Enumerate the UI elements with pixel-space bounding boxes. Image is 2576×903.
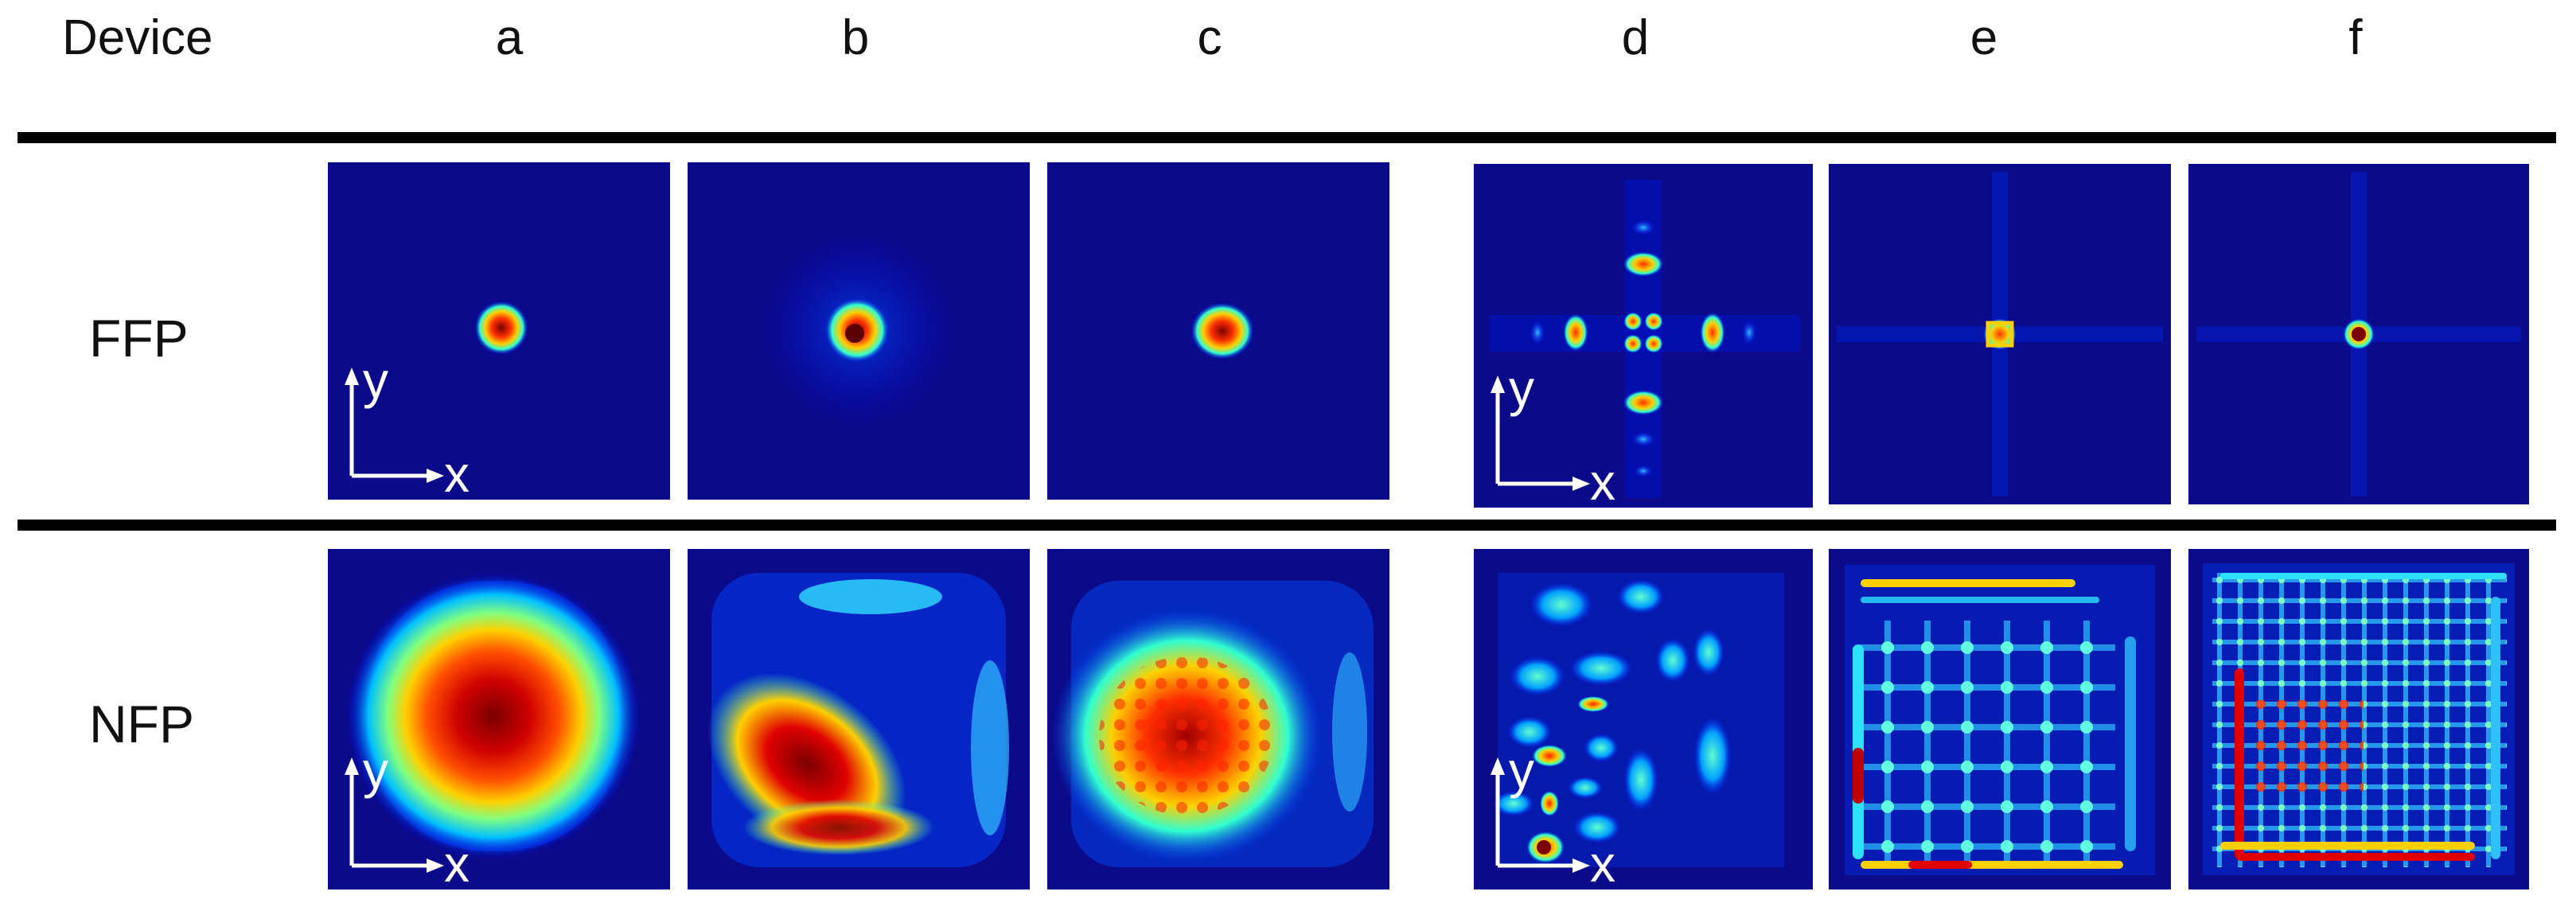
ffp-panel-a: y x — [328, 162, 670, 500]
x-axis-label: x — [444, 835, 470, 889]
ffp-panel-f — [2188, 164, 2529, 504]
row-label-nfp: NFP — [89, 695, 194, 753]
column-header-e: e — [1970, 10, 1998, 65]
top-divider — [18, 132, 2556, 143]
row-label-ffp: FFP — [89, 309, 189, 368]
y-axis-label: y — [363, 352, 388, 409]
ffp-panel-c — [1047, 162, 1389, 500]
axis-indicator: y x — [342, 355, 477, 500]
ffp-panel-b — [688, 162, 1030, 500]
nfp-panel-a: y x — [328, 549, 670, 889]
x-axis-label: x — [1590, 835, 1615, 889]
column-header-f: f — [2348, 10, 2363, 65]
x-axis-label: x — [1590, 453, 1615, 508]
nfp-panel-c — [1047, 549, 1389, 889]
device-header: Device — [62, 10, 213, 65]
nfp-panel-e — [1829, 549, 2171, 889]
x-axis-label: x — [444, 446, 470, 500]
middle-divider — [18, 520, 2556, 531]
y-axis-label: y — [1509, 360, 1534, 417]
axis-indicator: y x — [1488, 363, 1623, 508]
axis-indicator: y x — [1488, 745, 1623, 889]
nfp-panel-f — [2188, 549, 2529, 889]
nfp-panel-d: y x — [1474, 549, 1813, 889]
column-header-a: a — [495, 10, 524, 65]
ffp-panel-d: y x — [1474, 164, 1813, 508]
column-header-d: d — [1621, 10, 1650, 65]
y-axis-label: y — [1509, 741, 1534, 799]
column-header-b: b — [841, 10, 870, 65]
nfp-panel-b — [688, 549, 1030, 889]
y-axis-label: y — [363, 741, 388, 799]
column-header-c: c — [1197, 10, 1222, 65]
ffp-panel-e — [1829, 164, 2171, 504]
axis-indicator: y x — [342, 745, 477, 889]
